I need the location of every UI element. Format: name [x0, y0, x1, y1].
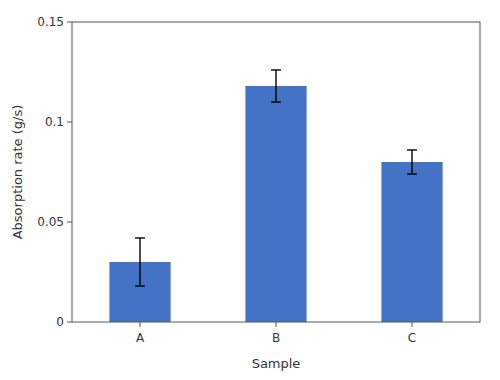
- x-tick: [276, 322, 277, 327]
- x-tick: [140, 322, 141, 327]
- chart-container: 0 0.05 0.1 0.15 A B C Sample Absorption rate (g/…: [0, 0, 500, 380]
- error-cap: [135, 237, 145, 238]
- plot-frame: [72, 22, 480, 322]
- bar: [245, 86, 306, 322]
- error-bar: [407, 150, 417, 174]
- plot-area: [109, 70, 442, 322]
- error-cap: [407, 149, 417, 150]
- error-cap: [271, 101, 281, 102]
- y-tick-label: 0.05: [37, 215, 64, 229]
- error-line: [275, 70, 276, 102]
- y-tick: [67, 122, 72, 123]
- y-axis-label: Absorption rate (g/s): [10, 105, 25, 240]
- error-cap: [271, 69, 281, 70]
- error-bar: [271, 70, 281, 102]
- x-tick-label: C: [408, 331, 416, 345]
- x-axis-label: Sample: [252, 356, 301, 371]
- x-tick-label: B: [272, 331, 280, 345]
- y-tick: [67, 22, 72, 23]
- bar: [381, 162, 442, 322]
- error-cap: [407, 173, 417, 174]
- y-tick: [67, 322, 72, 323]
- y-tick-label: 0.15: [37, 15, 64, 29]
- error-cap: [135, 285, 145, 286]
- y-tick-label: 0.1: [45, 115, 64, 129]
- x-tick: [412, 322, 413, 327]
- error-line: [139, 238, 140, 286]
- y-tick-label: 0: [56, 315, 64, 329]
- error-bar: [135, 238, 145, 286]
- x-tick-label: A: [136, 331, 145, 345]
- error-line: [411, 150, 412, 174]
- chart-svg: 0 0.05 0.1 0.15 A B C Sample Absorption rate (g/…: [0, 0, 500, 380]
- y-tick: [67, 222, 72, 223]
